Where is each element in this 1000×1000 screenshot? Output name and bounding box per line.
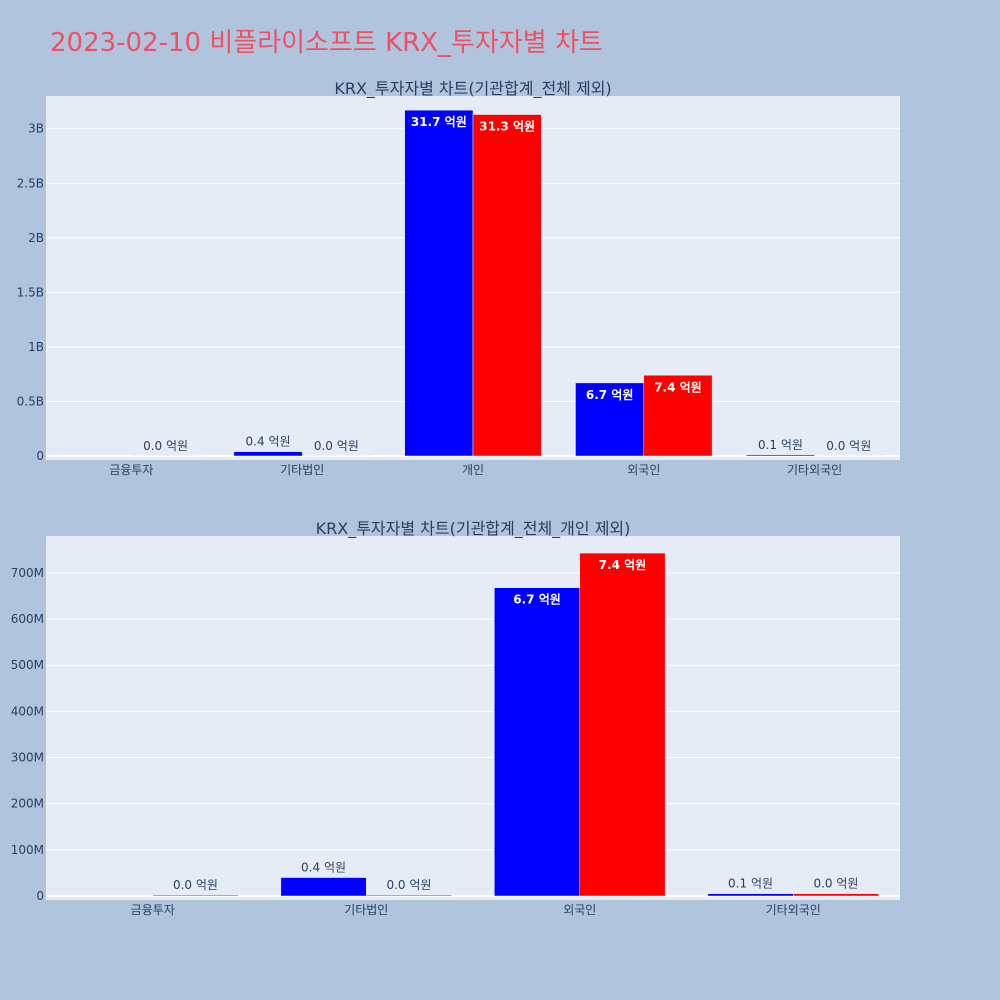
y-tick-label: 100M xyxy=(11,843,44,857)
data-label: 0.0 억원 xyxy=(386,878,431,892)
data-label: 0.0 억원 xyxy=(813,877,858,891)
bar xyxy=(746,454,815,457)
x-tick-label: 기타외국인 xyxy=(766,903,821,917)
chart-title: KRX_투자자별 차트(기관합계_전체 제외) xyxy=(334,79,611,99)
page-title: 2023-02-10 비플라이소프트 KRX_투자자별 차트 xyxy=(50,28,603,58)
bar xyxy=(707,893,794,897)
data-label: 0.0 억원 xyxy=(173,878,218,892)
y-tick-label: 1B xyxy=(28,340,44,354)
x-tick-label: 기타법인 xyxy=(280,463,324,477)
bar xyxy=(643,375,713,457)
y-tick-label: 600M xyxy=(11,612,44,626)
chart-1: KRX_투자자별 차트(기관합계_전체 제외) 0 0.5B 1B 1.5B 2B 2.5B… xyxy=(17,79,900,477)
data-label: 0.0 억원 xyxy=(314,439,359,453)
bar xyxy=(404,109,474,457)
y-tick-label: 0 xyxy=(36,889,44,903)
data-label: 31.7 억원 xyxy=(411,115,467,129)
y-tick-label: 500M xyxy=(11,658,44,672)
bar xyxy=(494,587,581,897)
y-tick-label: 1.5B xyxy=(17,285,44,299)
data-label: 0.4 억원 xyxy=(246,435,291,449)
data-label: 7.4 억원 xyxy=(654,380,702,394)
y-tick-label: 0.5B xyxy=(17,394,44,408)
bar xyxy=(280,877,367,897)
x-tick-label: 외국인 xyxy=(627,463,660,477)
y-tick-label: 2.5B xyxy=(17,176,44,190)
x-tick-label: 외국인 xyxy=(563,903,596,917)
x-tick-label: 기타법인 xyxy=(344,903,388,917)
data-label: 31.3 억원 xyxy=(479,120,535,134)
bar xyxy=(575,382,645,457)
y-tick-label: 3B xyxy=(28,122,44,136)
x-tick-label: 개인 xyxy=(462,463,484,477)
y-tick-label: 200M xyxy=(11,797,44,811)
y-tick-label: 0 xyxy=(36,449,44,463)
data-label: 6.7 억원 xyxy=(513,593,561,607)
data-label: 0.1 억원 xyxy=(758,438,803,452)
x-tick-label: 금융투자 xyxy=(131,903,175,917)
bar xyxy=(233,451,303,457)
chart-2: KRX_투자자별 차트(기관합계_전체_개인 제외) 0 100M 200M 300M 4… xyxy=(11,519,900,917)
bar xyxy=(793,893,879,897)
bar xyxy=(152,894,239,897)
y-tick-label: 700M xyxy=(11,566,44,580)
data-label: 0.1 억원 xyxy=(728,877,773,891)
data-label: 0.4 억원 xyxy=(301,861,346,875)
y-tick-label: 2B xyxy=(28,231,44,245)
data-label: 0.0 억원 xyxy=(826,439,871,453)
data-label: 0.0 억원 xyxy=(143,439,188,453)
x-tick-label: 금융투자 xyxy=(109,463,153,477)
y-tick-label: 400M xyxy=(11,704,44,718)
bar xyxy=(366,894,452,897)
y-tick-label: 300M xyxy=(11,751,44,765)
data-label: 7.4 억원 xyxy=(599,558,647,572)
bar xyxy=(579,552,666,897)
x-tick-label: 기타외국인 xyxy=(787,463,842,477)
chart-title: KRX_투자자별 차트(기관합계_전체_개인 제외) xyxy=(316,519,631,539)
plot-area xyxy=(46,536,900,900)
data-label: 6.7 억원 xyxy=(586,388,634,402)
bar xyxy=(472,114,542,457)
